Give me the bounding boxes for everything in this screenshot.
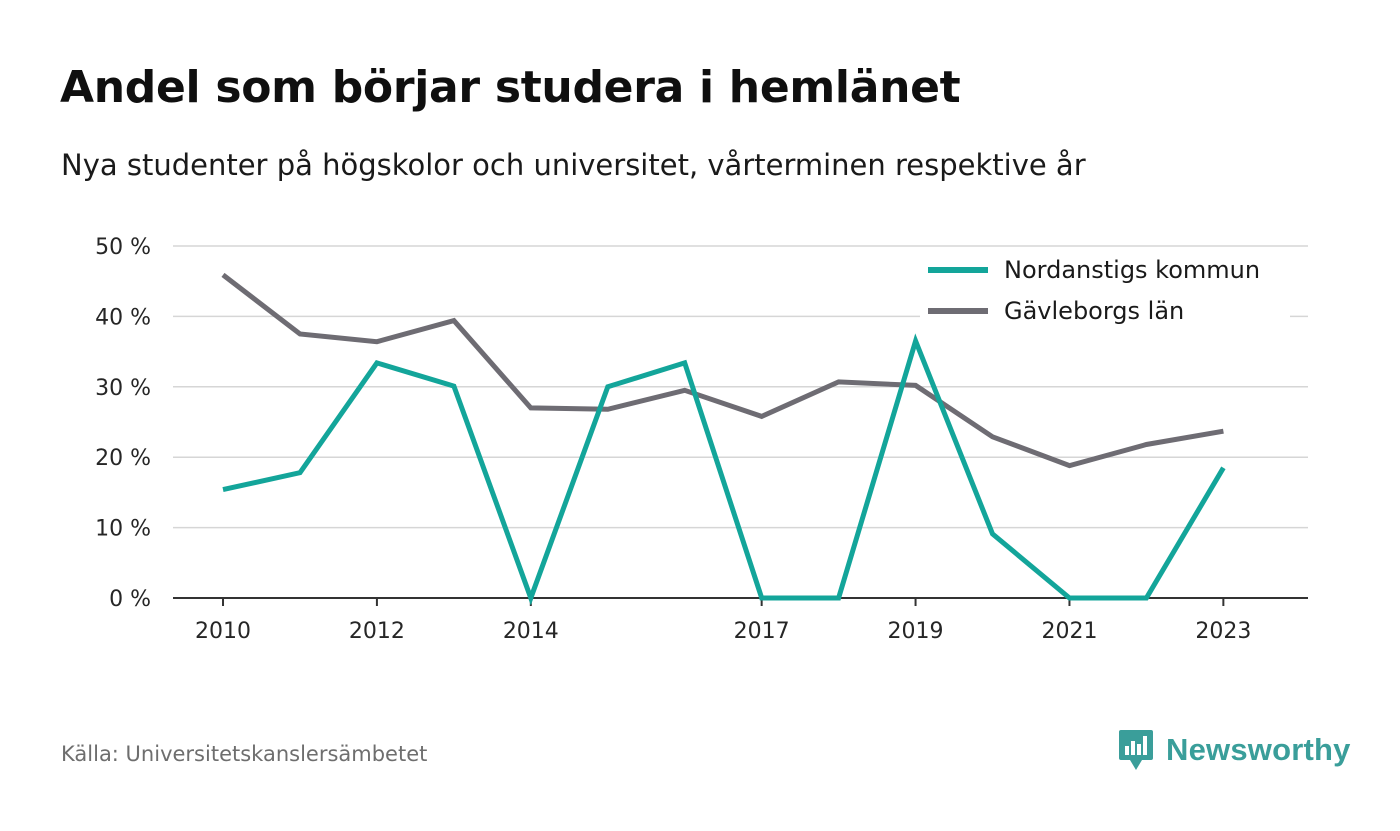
series-line-nordanstig (222, 333, 1226, 606)
legend-label-gavleborg: Gävleborgs län (1004, 297, 1184, 325)
y-tick-label: 40 % (95, 305, 151, 330)
series-lines (221, 272, 1226, 606)
x-tick-label: 2019 (888, 619, 944, 644)
x-tick-label: 2012 (349, 619, 405, 644)
series-line-gavleborg (221, 272, 1224, 469)
x-tick-label: 2017 (734, 619, 790, 644)
legend-background (920, 248, 1290, 318)
y-tick-label: 50 % (95, 235, 151, 260)
line-chart: 0 % 10 % 20 % 30 % 40 % 50 % 2010 2012 2014 2017… (95, 235, 1308, 644)
chart-subtitle: Nya studenter på högskolor och universit… (61, 148, 1086, 182)
x-tick-label: 2014 (503, 619, 559, 644)
brand-logo: Newsworthy (1118, 728, 1351, 772)
x-tick-label: 2023 (1195, 619, 1251, 644)
x-tick-label: 2010 (195, 619, 251, 644)
y-tick-label: 10 % (95, 517, 151, 542)
legend: Nordanstigs kommun Gävleborgs län (920, 248, 1290, 325)
x-tick-label: 2021 (1041, 619, 1097, 644)
y-tick-label: 0 % (109, 587, 151, 612)
brand-name: Newsworthy (1166, 732, 1351, 767)
chart-title: Andel som börjar studera i hemlänet (60, 62, 961, 113)
y-axis-ticks: 0 % 10 % 20 % 30 % 40 % 50 % (95, 235, 151, 612)
x-axis-ticks: 2010 2012 2014 2017 2019 2021 2023 (195, 598, 1251, 644)
y-tick-label: 30 % (95, 376, 151, 401)
gridlines (173, 245, 1308, 599)
bar-chart-speech-bubble-icon (1119, 730, 1153, 770)
source-note: Källa: Universitetskanslersämbetet (61, 742, 428, 766)
legend-label-nordanstig: Nordanstigs kommun (1004, 256, 1260, 284)
y-tick-label: 20 % (95, 446, 151, 471)
